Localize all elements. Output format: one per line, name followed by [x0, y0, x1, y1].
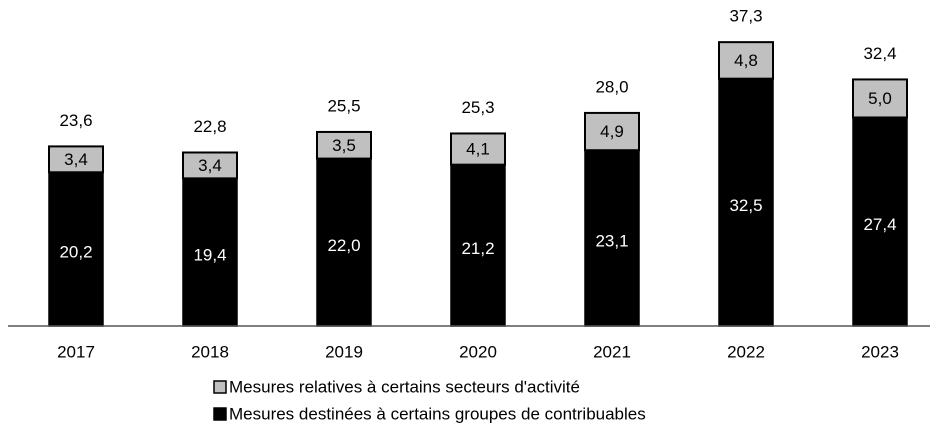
x-tick-label-2022: 2022 — [727, 343, 765, 362]
data-label-secteurs-2021: 4,9 — [600, 122, 624, 141]
data-label-secteurs-2022: 4,8 — [734, 51, 758, 70]
total-label-2021: 28,0 — [595, 77, 628, 96]
bar-segment-secteurs-2017 — [48, 145, 104, 174]
bar-segment-secteurs-2022 — [718, 41, 774, 80]
total-label-2019: 25,5 — [327, 96, 360, 115]
x-tick-label-2021: 2021 — [593, 343, 631, 362]
total-label-2018: 22,8 — [193, 117, 226, 136]
x-tick-label-2023: 2023 — [861, 343, 899, 362]
bar-segment-secteurs-2021 — [584, 111, 640, 152]
data-label-groupes-2021: 23,1 — [595, 232, 628, 251]
bar-segment-secteurs-2019 — [316, 130, 372, 160]
data-label-secteurs-2017: 3,4 — [64, 150, 88, 169]
total-label-2022: 37,3 — [729, 7, 762, 26]
bar-segment-groupes-2017 — [48, 171, 104, 327]
legend-label-secteurs: Mesures relatives à certains secteurs d'… — [229, 378, 580, 397]
bar-segment-secteurs-2020 — [450, 132, 506, 166]
data-label-secteurs-2018: 3,4 — [198, 156, 222, 175]
data-label-groupes-2023: 27,4 — [863, 215, 896, 234]
x-tick-label-2020: 2020 — [459, 343, 497, 362]
legend-label-groupes: Mesures destinées à certains groupes de … — [229, 405, 646, 424]
data-label-groupes-2018: 19,4 — [193, 246, 226, 265]
legend-swatch-secteurs — [213, 380, 227, 394]
total-label-2017: 23,6 — [59, 111, 92, 130]
legend-swatch-groupes — [213, 407, 227, 421]
x-tick-label-2018: 2018 — [191, 343, 229, 362]
data-label-secteurs-2020: 4,1 — [466, 140, 490, 159]
x-tick-label-2019: 2019 — [325, 343, 363, 362]
bar-segment-groupes-2022 — [718, 77, 774, 327]
data-label-groupes-2020: 21,2 — [461, 239, 494, 258]
data-label-groupes-2019: 22,0 — [327, 236, 360, 255]
x-tick-label-2017: 2017 — [57, 343, 95, 362]
data-label-secteurs-2019: 3,5 — [332, 136, 356, 155]
total-label-2023: 32,4 — [863, 44, 896, 63]
data-label-groupes-2022: 32,5 — [729, 196, 762, 215]
bar-segment-secteurs-2018 — [182, 151, 238, 180]
bar-segment-secteurs-2023 — [852, 78, 908, 119]
data-label-groupes-2017: 20,2 — [59, 243, 92, 262]
data-label-secteurs-2023: 5,0 — [868, 89, 892, 108]
total-label-2020: 25,3 — [461, 98, 494, 117]
